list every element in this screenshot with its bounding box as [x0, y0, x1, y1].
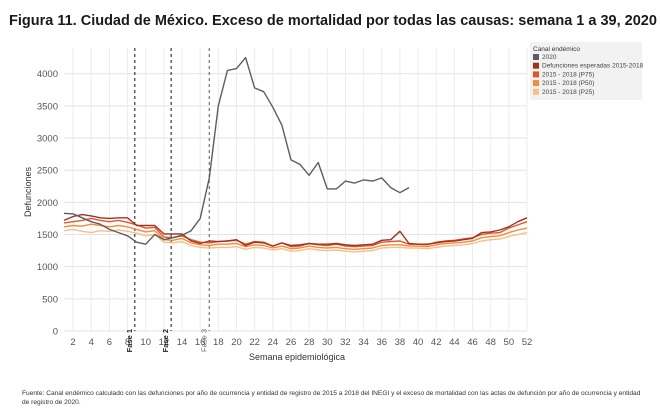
x-tick-label: 38: [395, 337, 406, 348]
x-tick-label: 8: [125, 337, 130, 348]
legend-title: Canal endémico: [533, 46, 580, 53]
legend-swatch: [533, 80, 539, 87]
series-line: [63, 223, 528, 251]
legend-label: 2015 - 2018 (P50): [542, 80, 594, 87]
source-note: Fuente: Canal endémico calculado con las…: [22, 390, 641, 406]
x-axis-title: Semana epidemiológica: [249, 352, 345, 362]
x-tick-label: 10: [140, 337, 151, 348]
legend-label: 2015 - 2018 (P75): [542, 71, 594, 78]
x-tick-label: 30: [322, 337, 333, 348]
x-tick-label: 20: [231, 337, 242, 348]
y-tick-label: 0: [53, 327, 58, 338]
x-tick-label: 40: [413, 337, 424, 348]
x-tick-label: 16: [195, 337, 206, 348]
y-tick-label: 2000: [37, 198, 58, 209]
x-tick-label: 18: [213, 337, 224, 348]
legend-swatch: [533, 88, 539, 95]
phase-label: Fase 3: [199, 329, 208, 352]
legend-label: 2015 - 2018 (P25): [542, 89, 594, 96]
y-tick-label: 4000: [37, 69, 58, 80]
x-axis-ticks: 2 4 6 8 10 12 14 16 18 20 22 24 26 28 30 32 34 36 38 40 42 44…: [70, 337, 532, 348]
y-tick-label: 3500: [37, 101, 58, 112]
page-title: Figura 11. Ciudad de México. Exceso de m…: [9, 13, 657, 29]
y-tick-label: 3000: [37, 134, 58, 145]
series-line: [63, 56, 410, 245]
x-tick-label: 12: [159, 337, 170, 348]
x-tick-label: 24: [268, 337, 279, 348]
series-line: [63, 228, 528, 253]
x-tick-label: 34: [358, 337, 369, 348]
x-tick-label: 6: [107, 337, 112, 348]
legend: Canal endémico 2020 Defunciones esperadas…: [530, 42, 644, 100]
x-tick-label: 48: [485, 337, 496, 348]
phase-label: Fase 2: [161, 329, 170, 352]
x-tick-label: 36: [376, 337, 387, 348]
y-tick-label: 1000: [37, 262, 58, 273]
x-tick-label: 26: [286, 337, 297, 348]
series-lines: [63, 56, 528, 253]
y-tick-label: 2500: [37, 166, 58, 177]
x-tick-label: 14: [177, 337, 188, 348]
legend-swatch: [533, 62, 539, 69]
y-axis-title: Defunciones: [23, 166, 33, 217]
y-axis-ticks: 0 500 1000 1500 2000 2500 3000 3500 4000: [37, 69, 58, 337]
x-tick-label: 52: [522, 337, 533, 348]
x-tick-label: 50: [504, 337, 515, 348]
legend-label: Defunciones esperadas 2015-2018: [542, 63, 644, 70]
x-tick-label: 22: [249, 337, 260, 348]
phase-markers: Fase 1 Fase 2 Fase 3: [125, 48, 210, 352]
x-tick-label: 42: [431, 337, 442, 348]
x-tick-label: 2: [70, 337, 75, 348]
legend-swatch: [533, 54, 539, 60]
x-tick-label: 32: [340, 337, 351, 348]
legend-label: 2020: [542, 54, 557, 61]
grid-lines: [64, 48, 528, 332]
x-tick-label: 4: [89, 337, 94, 348]
phase-label: Fase 1: [125, 329, 134, 352]
legend-swatch: [533, 71, 539, 78]
y-tick-label: 1500: [37, 230, 58, 241]
x-tick-label: 44: [449, 337, 460, 348]
x-tick-label: 28: [304, 337, 315, 348]
legend-background: [530, 42, 642, 100]
series-line: [63, 213, 528, 247]
x-tick-label: 46: [467, 337, 478, 348]
y-tick-label: 500: [42, 294, 58, 305]
